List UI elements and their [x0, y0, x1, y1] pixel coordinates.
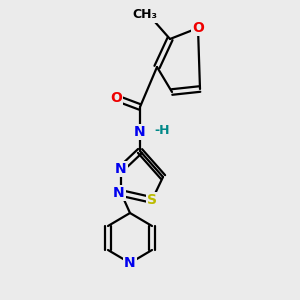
Text: N: N — [113, 186, 125, 200]
Text: N: N — [134, 125, 146, 139]
Text: CH₃: CH₃ — [133, 8, 158, 22]
Text: -H: -H — [154, 124, 170, 136]
Text: O: O — [192, 21, 204, 35]
Text: O: O — [110, 91, 122, 105]
Text: N: N — [124, 256, 136, 270]
Text: N: N — [115, 162, 127, 176]
Text: S: S — [147, 193, 157, 207]
